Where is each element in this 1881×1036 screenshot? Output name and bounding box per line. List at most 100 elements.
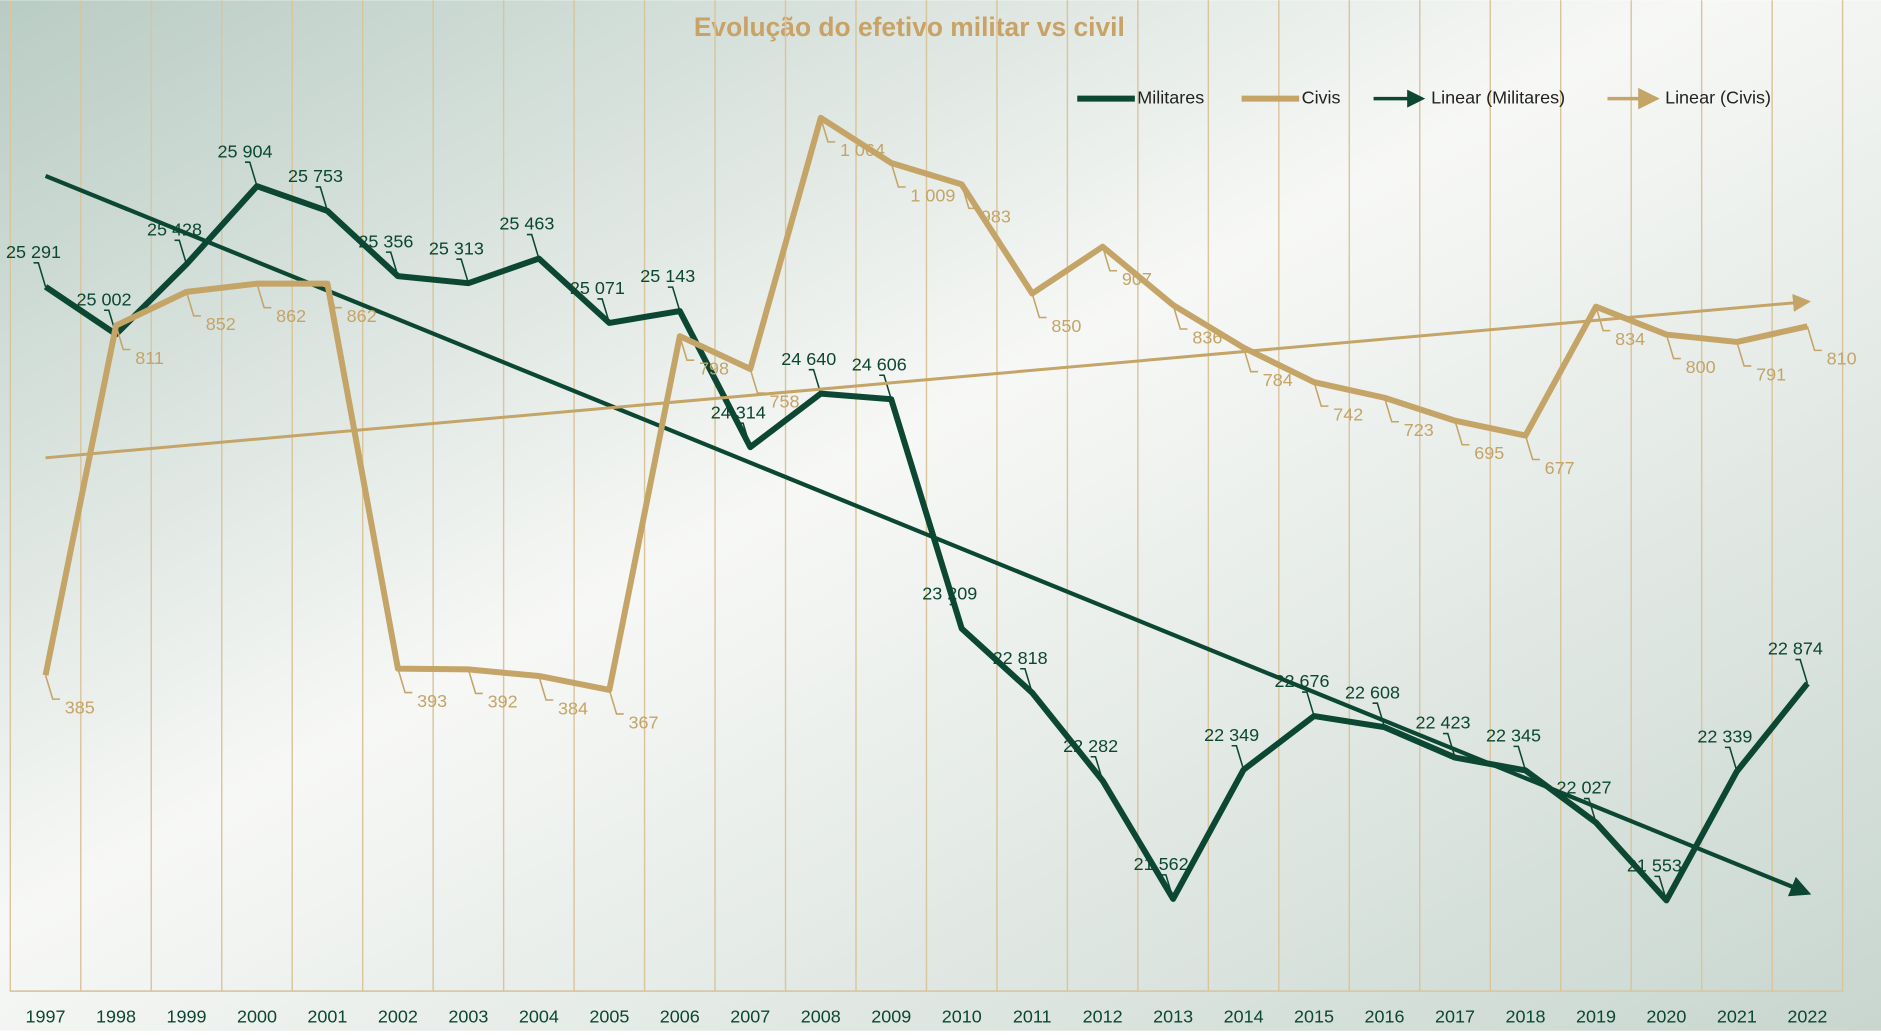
leader-line <box>738 422 752 448</box>
data-label: 24 606 <box>852 354 907 374</box>
x-tick-label: 2003 <box>448 1006 488 1026</box>
leader-line <box>1724 746 1738 772</box>
data-label: 21 562 <box>1134 854 1189 874</box>
leader-line <box>1313 381 1329 407</box>
leader-line <box>949 603 963 629</box>
leader-line <box>315 186 329 212</box>
data-label: 22 874 <box>1768 639 1823 659</box>
data-label: 25 143 <box>640 266 695 286</box>
leader-line <box>749 368 765 394</box>
x-tick-label: 2021 <box>1717 1006 1757 1026</box>
x-tick-label: 2020 <box>1646 1006 1686 1026</box>
data-label: 25 904 <box>217 141 272 161</box>
leader-line <box>597 298 611 324</box>
x-tick-label: 2000 <box>237 1006 277 1026</box>
data-label: 22 676 <box>1275 671 1330 691</box>
data-label: 22 818 <box>993 648 1048 668</box>
x-tick-label: 1997 <box>26 1006 66 1026</box>
x-tick-label: 1998 <box>96 1006 136 1026</box>
leader-line <box>890 162 906 188</box>
data-label: 811 <box>135 348 164 368</box>
legend-label: Linear (Civis) <box>1665 87 1771 107</box>
legend-label: Civis <box>1302 87 1341 107</box>
leader-line <box>1383 397 1399 423</box>
x-tick-label: 2011 <box>1013 1006 1052 1026</box>
x-tick-label: 2016 <box>1365 1006 1405 1026</box>
leader-line <box>960 184 977 210</box>
leader-line <box>1595 306 1611 332</box>
data-label: 22 423 <box>1416 713 1471 733</box>
data-label: 367 <box>629 712 659 732</box>
leader-line <box>1231 744 1245 770</box>
leader-line <box>115 325 131 351</box>
data-label: 834 <box>1615 329 1645 349</box>
x-tick-label: 2004 <box>519 1006 559 1026</box>
chart-title: Evolução do efetivo militar vs civil <box>694 12 1125 42</box>
x-tick-label: 2019 <box>1576 1006 1616 1026</box>
data-label: 800 <box>1686 357 1716 377</box>
data-label: 798 <box>699 359 729 379</box>
data-label: 695 <box>1474 443 1504 463</box>
data-label: 852 <box>206 314 236 334</box>
data-label: 758 <box>769 391 799 411</box>
leader-line <box>185 291 201 317</box>
leader-line <box>1172 304 1188 330</box>
data-label: 24 640 <box>781 349 836 369</box>
data-label: 25 291 <box>6 242 61 262</box>
data-label: 1 009 <box>910 185 955 205</box>
data-label: 983 <box>981 207 1011 227</box>
leader-line <box>679 335 695 361</box>
data-label: 742 <box>1333 404 1363 424</box>
x-tick-label: 2006 <box>660 1006 700 1026</box>
leader-line <box>456 258 470 284</box>
data-label: 25 002 <box>77 289 132 309</box>
x-tick-label: 2017 <box>1435 1006 1475 1026</box>
data-label: 25 463 <box>499 214 554 234</box>
leader-line <box>1443 732 1456 758</box>
leader-line <box>1665 334 1681 360</box>
data-label: 25 428 <box>147 219 202 239</box>
leader-line <box>1020 667 1033 693</box>
trendline <box>44 173 1812 897</box>
data-label: 22 339 <box>1697 727 1752 747</box>
x-tick-label: 2007 <box>730 1006 770 1026</box>
leader-line <box>1524 435 1540 461</box>
leader-line <box>608 689 624 715</box>
leader-line <box>879 374 892 400</box>
leader-line <box>33 262 47 288</box>
leader-line <box>397 668 413 694</box>
legend-label: Linear (Militares) <box>1431 87 1565 107</box>
data-label: 22 027 <box>1556 778 1611 798</box>
leader-line <box>1090 755 1104 781</box>
data-label: 21 553 <box>1627 856 1682 876</box>
x-tick-label: 2010 <box>942 1006 982 1026</box>
leader-line <box>1654 875 1668 901</box>
leader-line <box>1454 420 1470 446</box>
data-label: 791 <box>1756 364 1786 384</box>
data-label: 22 282 <box>1063 736 1118 756</box>
data-label: 25 356 <box>358 231 413 251</box>
legend-label: Militares <box>1137 87 1204 107</box>
x-tick-label: 2001 <box>307 1006 347 1026</box>
leader-line <box>1372 702 1386 728</box>
data-label: 723 <box>1404 420 1434 440</box>
series-line <box>42 114 1809 693</box>
leader-line <box>1242 347 1258 373</box>
leader-line <box>1513 745 1527 771</box>
data-label: 1 064 <box>840 140 885 160</box>
data-label: 850 <box>1051 316 1081 336</box>
leader-line <box>256 283 272 309</box>
leader-line <box>385 251 399 277</box>
series-line <box>43 183 1810 904</box>
data-label: 677 <box>1545 458 1575 478</box>
data-label: 836 <box>1192 327 1222 347</box>
leader-line <box>1806 326 1822 352</box>
leader-line <box>526 233 540 259</box>
data-label: 22 608 <box>1345 682 1400 702</box>
data-label: 907 <box>1122 269 1152 289</box>
data-label: 22 345 <box>1486 726 1541 746</box>
leader-line <box>1101 246 1118 272</box>
leader-line <box>820 117 836 143</box>
data-label: 24 314 <box>711 402 766 422</box>
